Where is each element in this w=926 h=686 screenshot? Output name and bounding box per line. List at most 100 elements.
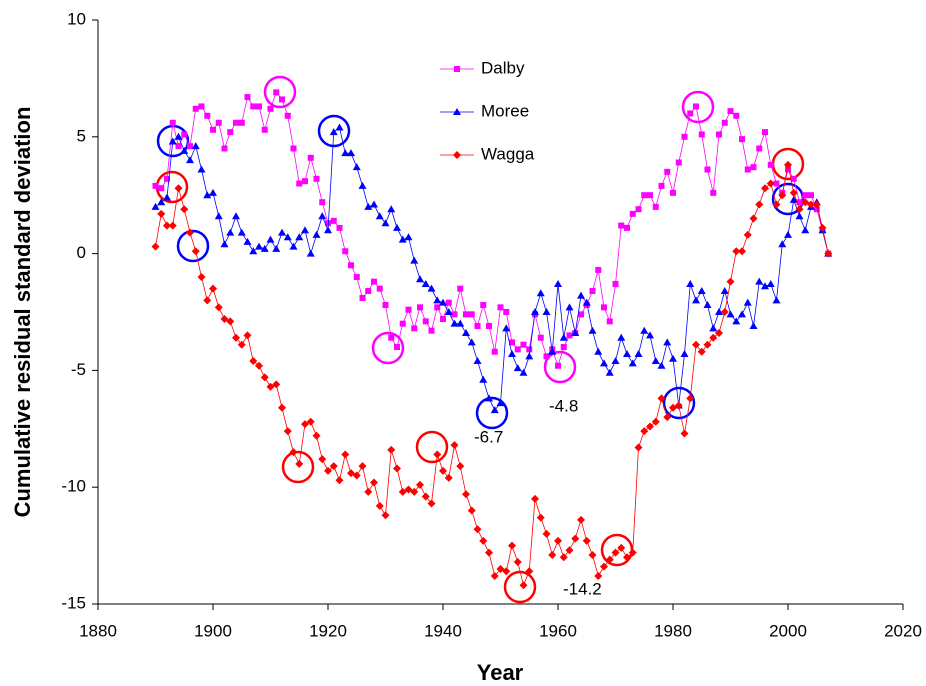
- highlight-ring: [263, 75, 297, 109]
- marker: [410, 487, 419, 496]
- marker: [347, 469, 355, 478]
- marker: [439, 298, 447, 306]
- marker: [278, 228, 286, 236]
- marker: [762, 129, 768, 136]
- marker: [726, 277, 735, 286]
- highlight-ring: [176, 229, 210, 263]
- marker: [601, 304, 607, 311]
- marker: [680, 350, 689, 358]
- marker: [433, 296, 442, 304]
- marker: [416, 480, 424, 489]
- marker: [306, 249, 315, 257]
- marker: [387, 205, 396, 213]
- marker: [582, 298, 591, 306]
- marker: [479, 536, 488, 545]
- marker: [398, 235, 407, 243]
- marker: [163, 221, 171, 230]
- marker: [674, 401, 683, 410]
- marker: [755, 200, 764, 209]
- marker: [589, 287, 596, 294]
- marker: [410, 256, 419, 264]
- marker: [313, 175, 320, 182]
- marker: [260, 373, 269, 382]
- marker: [669, 403, 677, 412]
- y-tick-label: -5: [71, 360, 86, 379]
- marker: [376, 285, 383, 292]
- highlight-ring: [415, 430, 449, 464]
- marker: [381, 219, 390, 227]
- marker: [703, 300, 712, 308]
- marker: [453, 108, 461, 115]
- annotation: -4.8: [549, 396, 578, 415]
- marker: [559, 553, 568, 562]
- marker: [220, 315, 229, 324]
- marker: [611, 548, 620, 557]
- marker: [496, 564, 505, 573]
- marker: [329, 128, 338, 136]
- legend-label: Dalby: [481, 58, 525, 77]
- marker: [738, 310, 746, 318]
- marker: [352, 471, 361, 480]
- marker: [795, 205, 804, 214]
- marker: [284, 112, 291, 119]
- marker: [157, 209, 166, 218]
- marker: [508, 350, 516, 358]
- marker: [479, 375, 488, 383]
- marker: [444, 308, 453, 315]
- marker: [283, 427, 292, 436]
- x-tick-label: 1980: [654, 621, 692, 640]
- marker: [243, 237, 252, 245]
- marker: [623, 553, 631, 562]
- marker: [818, 223, 827, 232]
- marker: [417, 304, 423, 311]
- marker: [709, 333, 718, 342]
- highlight-ring: [281, 450, 315, 484]
- marker: [542, 529, 551, 538]
- marker: [474, 323, 481, 330]
- marker: [433, 450, 442, 459]
- marker: [330, 217, 337, 224]
- marker: [444, 473, 453, 482]
- marker: [605, 555, 614, 564]
- marker: [785, 166, 791, 173]
- marker: [554, 536, 562, 545]
- marker: [525, 567, 534, 576]
- marker: [375, 212, 384, 220]
- marker: [756, 145, 763, 152]
- highlight-ring: [681, 90, 715, 124]
- marker: [497, 304, 504, 311]
- marker: [462, 329, 470, 337]
- marker: [204, 112, 211, 119]
- x-tick-label: 1880: [79, 621, 117, 640]
- marker: [704, 166, 711, 173]
- marker: [715, 308, 723, 315]
- marker: [640, 427, 649, 436]
- marker: [187, 143, 193, 150]
- x-tick-label: 1920: [309, 621, 347, 640]
- marker: [693, 103, 699, 110]
- marker: [399, 320, 406, 327]
- marker: [595, 266, 602, 273]
- marker: [750, 164, 757, 171]
- x-axis-title: Year: [477, 660, 524, 685]
- marker: [502, 324, 511, 332]
- marker: [617, 543, 626, 552]
- marker: [715, 329, 723, 338]
- marker: [651, 417, 660, 426]
- marker: [266, 382, 275, 391]
- marker: [226, 317, 235, 326]
- marker: [611, 357, 620, 365]
- marker: [732, 317, 741, 325]
- marker: [168, 221, 177, 230]
- marker: [509, 339, 515, 346]
- marker: [358, 462, 367, 471]
- marker: [669, 354, 677, 362]
- marker: [273, 89, 280, 96]
- marker: [191, 142, 200, 150]
- marker: [301, 226, 309, 234]
- marker: [151, 202, 160, 210]
- marker: [387, 445, 396, 454]
- marker: [536, 513, 545, 522]
- marker: [578, 311, 584, 318]
- marker: [244, 94, 251, 101]
